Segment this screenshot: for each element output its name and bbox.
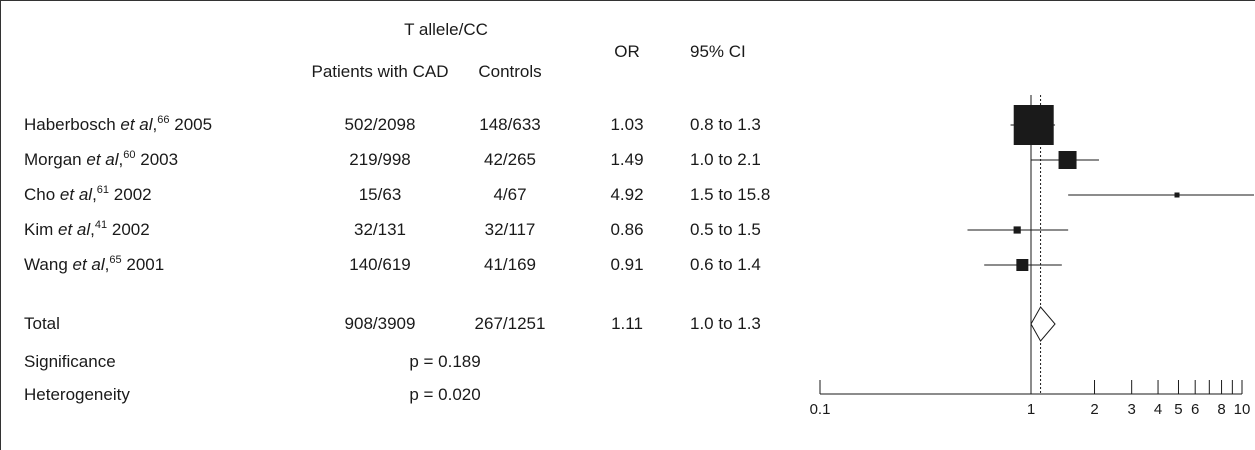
header-controls: Controls — [478, 62, 542, 81]
study-etal: et al — [86, 150, 119, 169]
confidence-interval: 0.5 to 1.5 — [690, 220, 761, 239]
header-or: OR — [614, 42, 640, 61]
x-axis-tick-label: 5 — [1174, 401, 1182, 418]
x-axis-tick-label: 10 — [1234, 401, 1251, 418]
study-year: 2001 — [126, 255, 165, 274]
patients-count: 140/619 — [349, 255, 411, 274]
controls-count: 148/633 — [479, 115, 541, 134]
x-axis-tick-label: 3 — [1128, 401, 1136, 418]
heterogeneity-value: p = 0.020 — [409, 385, 481, 404]
header-ci: 95% CI — [690, 42, 746, 61]
controls-count: 4/67 — [493, 185, 527, 204]
odds-ratio: 4.92 — [610, 185, 644, 204]
study-label: Wang et al,65 2001 — [24, 255, 164, 275]
study-marker — [1058, 151, 1077, 169]
study-reference: 60 — [123, 149, 136, 161]
header-group-label: T allele/CC — [404, 20, 488, 39]
study-author: Morgan — [24, 150, 82, 169]
study-reference: 61 — [96, 184, 110, 196]
study-comma: , — [118, 150, 124, 169]
confidence-interval: 1.5 to 15.8 — [690, 185, 771, 204]
study-etal: et al — [120, 115, 153, 134]
study-etal: et al — [59, 185, 93, 204]
total-patients: 908/3909 — [344, 314, 416, 333]
study-etal: et al — [58, 220, 91, 239]
odds-ratio: 1.49 — [610, 150, 644, 169]
study-reference: 66 — [157, 114, 170, 126]
frame-top-border — [0, 0, 1255, 1]
study-comma: , — [90, 220, 95, 239]
study-marker — [1013, 105, 1054, 145]
study-year: 2002 — [111, 220, 150, 239]
study-label: Haberbosch et al,66 2005 — [24, 115, 212, 135]
x-axis-tick-label: 6 — [1191, 401, 1199, 418]
total-or: 1.11 — [611, 314, 643, 333]
significance-value: p = 0.189 — [409, 352, 481, 371]
study-etal: et al — [72, 255, 105, 274]
study-year: 2002 — [113, 185, 152, 204]
header-patients: Patients with CAD — [311, 62, 449, 81]
pooled-diamond — [1030, 306, 1056, 342]
x-axis-tick-label: 8 — [1217, 401, 1225, 418]
confidence-interval: 0.6 to 1.4 — [690, 255, 761, 274]
patients-count: 502/2098 — [344, 115, 416, 134]
study-marker — [1013, 226, 1021, 234]
study-author: Kim — [24, 220, 54, 239]
patients-count: 32/131 — [354, 220, 406, 239]
controls-count: 42/265 — [484, 150, 536, 169]
total-ci: 1.0 to 1.3 — [690, 314, 761, 333]
x-axis-tick-label: 0.1 — [810, 401, 831, 418]
frame-left-border — [0, 0, 1, 450]
study-author: Cho — [24, 185, 56, 204]
total-label: Total — [24, 314, 60, 333]
study-comma: , — [152, 115, 158, 134]
odds-ratio: 0.86 — [610, 220, 644, 239]
significance-label: Significance — [24, 352, 116, 371]
odds-ratio: 1.03 — [610, 115, 644, 134]
controls-count: 41/169 — [484, 255, 536, 274]
controls-count: 32/117 — [484, 220, 536, 239]
study-marker — [1016, 259, 1029, 271]
study-reference: 65 — [109, 254, 122, 266]
patients-count: 15/63 — [358, 185, 402, 204]
study-label: Cho et al,61 2002 — [24, 185, 152, 205]
study-author: Wang — [24, 255, 68, 274]
study-year: 2003 — [140, 150, 179, 169]
x-axis-tick-label: 2 — [1090, 401, 1098, 418]
study-label: Morgan et al,60 2003 — [24, 150, 178, 170]
patients-count: 219/998 — [349, 150, 411, 169]
study-year: 2005 — [174, 115, 213, 134]
study-reference: 41 — [94, 219, 108, 231]
heterogeneity-label: Heterogeneity — [24, 385, 130, 404]
study-author: Haberbosch — [24, 115, 116, 134]
study-label: Kim et al,41 2002 — [24, 220, 150, 240]
x-axis-tick-label: 1 — [1027, 401, 1035, 418]
study-marker — [1174, 192, 1180, 198]
study-comma: , — [92, 185, 97, 204]
x-axis-tick-label: 4 — [1154, 401, 1162, 418]
odds-ratio: 0.91 — [610, 255, 644, 274]
confidence-interval: 1.0 to 2.1 — [690, 150, 761, 169]
study-comma: , — [104, 255, 110, 274]
total-controls: 267/1251 — [474, 314, 546, 333]
confidence-interval: 0.8 to 1.3 — [690, 115, 761, 134]
